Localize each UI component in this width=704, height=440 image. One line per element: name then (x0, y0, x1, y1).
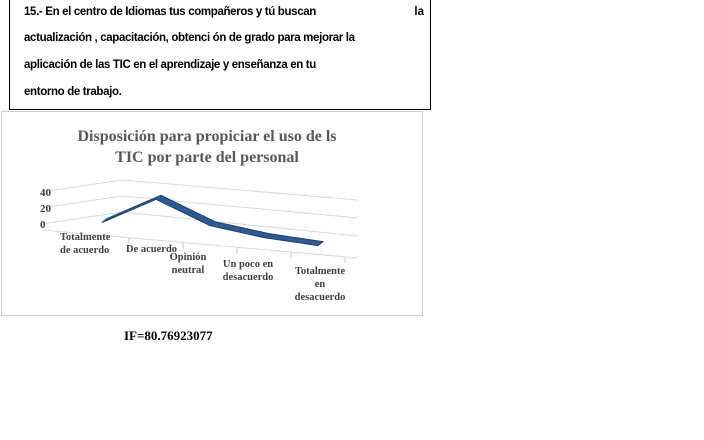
chart-panel: Disposición para propiciar el uso de ls … (1, 111, 423, 316)
x-category-label: Opinión neutral (170, 252, 207, 276)
depth-grid-0 (41, 211, 123, 225)
chart-title-line-1: Disposición para propiciar el uso de ls (77, 128, 337, 145)
x-category-label: Un poco en desacuerdo (223, 259, 274, 283)
y-tick-label: 20 (40, 203, 52, 215)
floor-edge (41, 229, 359, 259)
question-line-2: actualización , capacitación, obtenci ón… (24, 32, 355, 44)
chart-title-line-2: TIC por parte del personal (115, 149, 299, 166)
x-category-label: Totalmente en desacuerdo (295, 266, 346, 303)
question-box: 15.- En el centro de Idiomas tus compañe… (9, 0, 431, 110)
y-tick-label: 0 (40, 219, 46, 231)
question-line-1-end: la (414, 6, 424, 18)
x-category-label: Totalmente de acuerdo (60, 232, 111, 256)
series-ribbon (101, 194, 325, 247)
question-line-1: 15.- En el centro de Idiomas tus compañe… (24, 6, 316, 18)
x-category-label: De acuerdo (126, 244, 177, 255)
depth-grid-1 (41, 195, 123, 209)
back-grid-0 (121, 211, 359, 237)
y-tick-label: 40 (40, 187, 52, 199)
back-grid-2 (121, 179, 359, 201)
if-value: IF=80.76923077 (124, 328, 213, 343)
line-chart: 40 20 0 Totalmente de acuerdo De acuerdoOpini… (40, 179, 359, 303)
depth-grid-2 (41, 179, 123, 193)
question-line-3: aplicación de las TIC en el aprendizaje … (24, 59, 316, 71)
question-line-4: entorno de trabajo. (24, 86, 122, 98)
